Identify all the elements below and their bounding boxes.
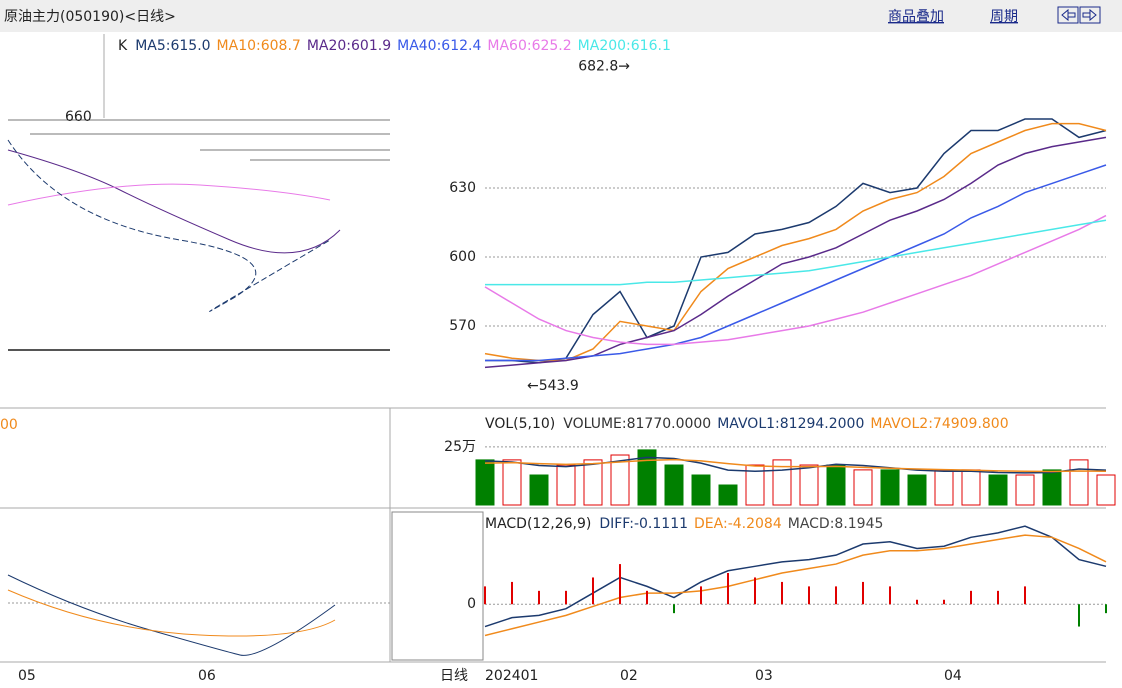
legend-prefix: VOL(5,10) (485, 416, 555, 432)
ma-line (485, 118, 1107, 364)
mavol-line (484, 458, 1107, 473)
legend-entry: MAVOL1:81294.2000 (717, 416, 864, 432)
legend-entry: MA5:615.0 (135, 38, 210, 54)
legend-entry: MA60:625.2 (487, 38, 571, 54)
x-tick-label: 202401 (485, 668, 538, 684)
y-tick-label: 570 (449, 318, 476, 334)
volume-bar (637, 449, 657, 506)
legend-entry: MACD:8.1945 (788, 516, 884, 532)
volume-bar (907, 474, 927, 506)
legend-prefix: MACD(12,26,9) (485, 516, 591, 532)
volume-bar (799, 464, 819, 506)
title: 原油主力(050190)<日线> (4, 9, 176, 25)
volume-bar (1015, 474, 1035, 506)
volume-bar (664, 464, 684, 506)
volume-bar (583, 459, 603, 506)
y-tick-label: 0 (467, 596, 476, 612)
legend-entry: VOLUME:81770.0000 (563, 416, 711, 432)
nav-arrows[interactable] (1057, 6, 1101, 24)
volume-bar (745, 464, 765, 506)
ma-line (484, 214, 1107, 346)
y-tick-label: 630 (449, 180, 476, 196)
link[interactable]: 商品叠加 (888, 9, 944, 25)
volume-bar (556, 464, 576, 506)
legend-entry: MA40:612.4 (397, 38, 481, 54)
legend-entry: MA10:608.7 (217, 38, 301, 54)
volume-bar (934, 469, 954, 506)
volume-bar (988, 474, 1008, 506)
header-bar (0, 0, 1122, 32)
left-tick: 660 (65, 109, 92, 125)
left-x-label: 06 (198, 668, 216, 684)
x-tick-label: 03 (755, 668, 773, 684)
mavol-line (484, 456, 1107, 474)
legend-entry: MA20:601.9 (307, 38, 391, 54)
legend-entry: MA200:616.1 (578, 38, 671, 54)
volume-bar (772, 459, 792, 506)
legend-entry: MAVOL2:74909.800 (870, 416, 1008, 432)
period-label: 日线 (440, 668, 468, 684)
left-x-label: 05 (18, 668, 36, 684)
volume-bar (475, 459, 495, 506)
volume-bar (502, 459, 522, 506)
empty-box (391, 511, 484, 661)
legend-entry: DEA:-4.2084 (694, 516, 782, 532)
ma-line (485, 219, 1107, 286)
ma-line (485, 164, 1107, 362)
x-tick-label: 04 (944, 668, 962, 684)
volume-bar (1042, 469, 1062, 506)
ma-line (484, 122, 1107, 362)
volume-bar (610, 454, 630, 506)
volume-bar (853, 469, 873, 506)
legend-prefix: K (118, 38, 128, 54)
volume-bar (1096, 474, 1116, 506)
volume-bar (718, 484, 738, 506)
x-tick-label: 02 (620, 668, 638, 684)
y-tick-label: 600 (449, 249, 476, 265)
y-tick-label: 25万 (444, 439, 476, 455)
volume-bar (691, 474, 711, 506)
volume-bar (529, 474, 549, 506)
low-annotation: ←543.9 (527, 378, 579, 394)
volume-bar (1069, 459, 1089, 506)
volume-bar (880, 469, 900, 506)
link[interactable]: 周期 (990, 9, 1018, 25)
macd-line (484, 534, 1107, 637)
high-annotation: 682.8→ (578, 59, 630, 75)
left-pane-artifacts (7, 119, 390, 656)
legend-entry: DIFF:-0.1111 (599, 516, 688, 532)
ma-line (484, 136, 1107, 369)
volume-bar (826, 464, 846, 506)
macd-line (484, 525, 1107, 628)
volume-bar (961, 469, 981, 506)
left-volume-label: 00 (0, 417, 18, 433)
